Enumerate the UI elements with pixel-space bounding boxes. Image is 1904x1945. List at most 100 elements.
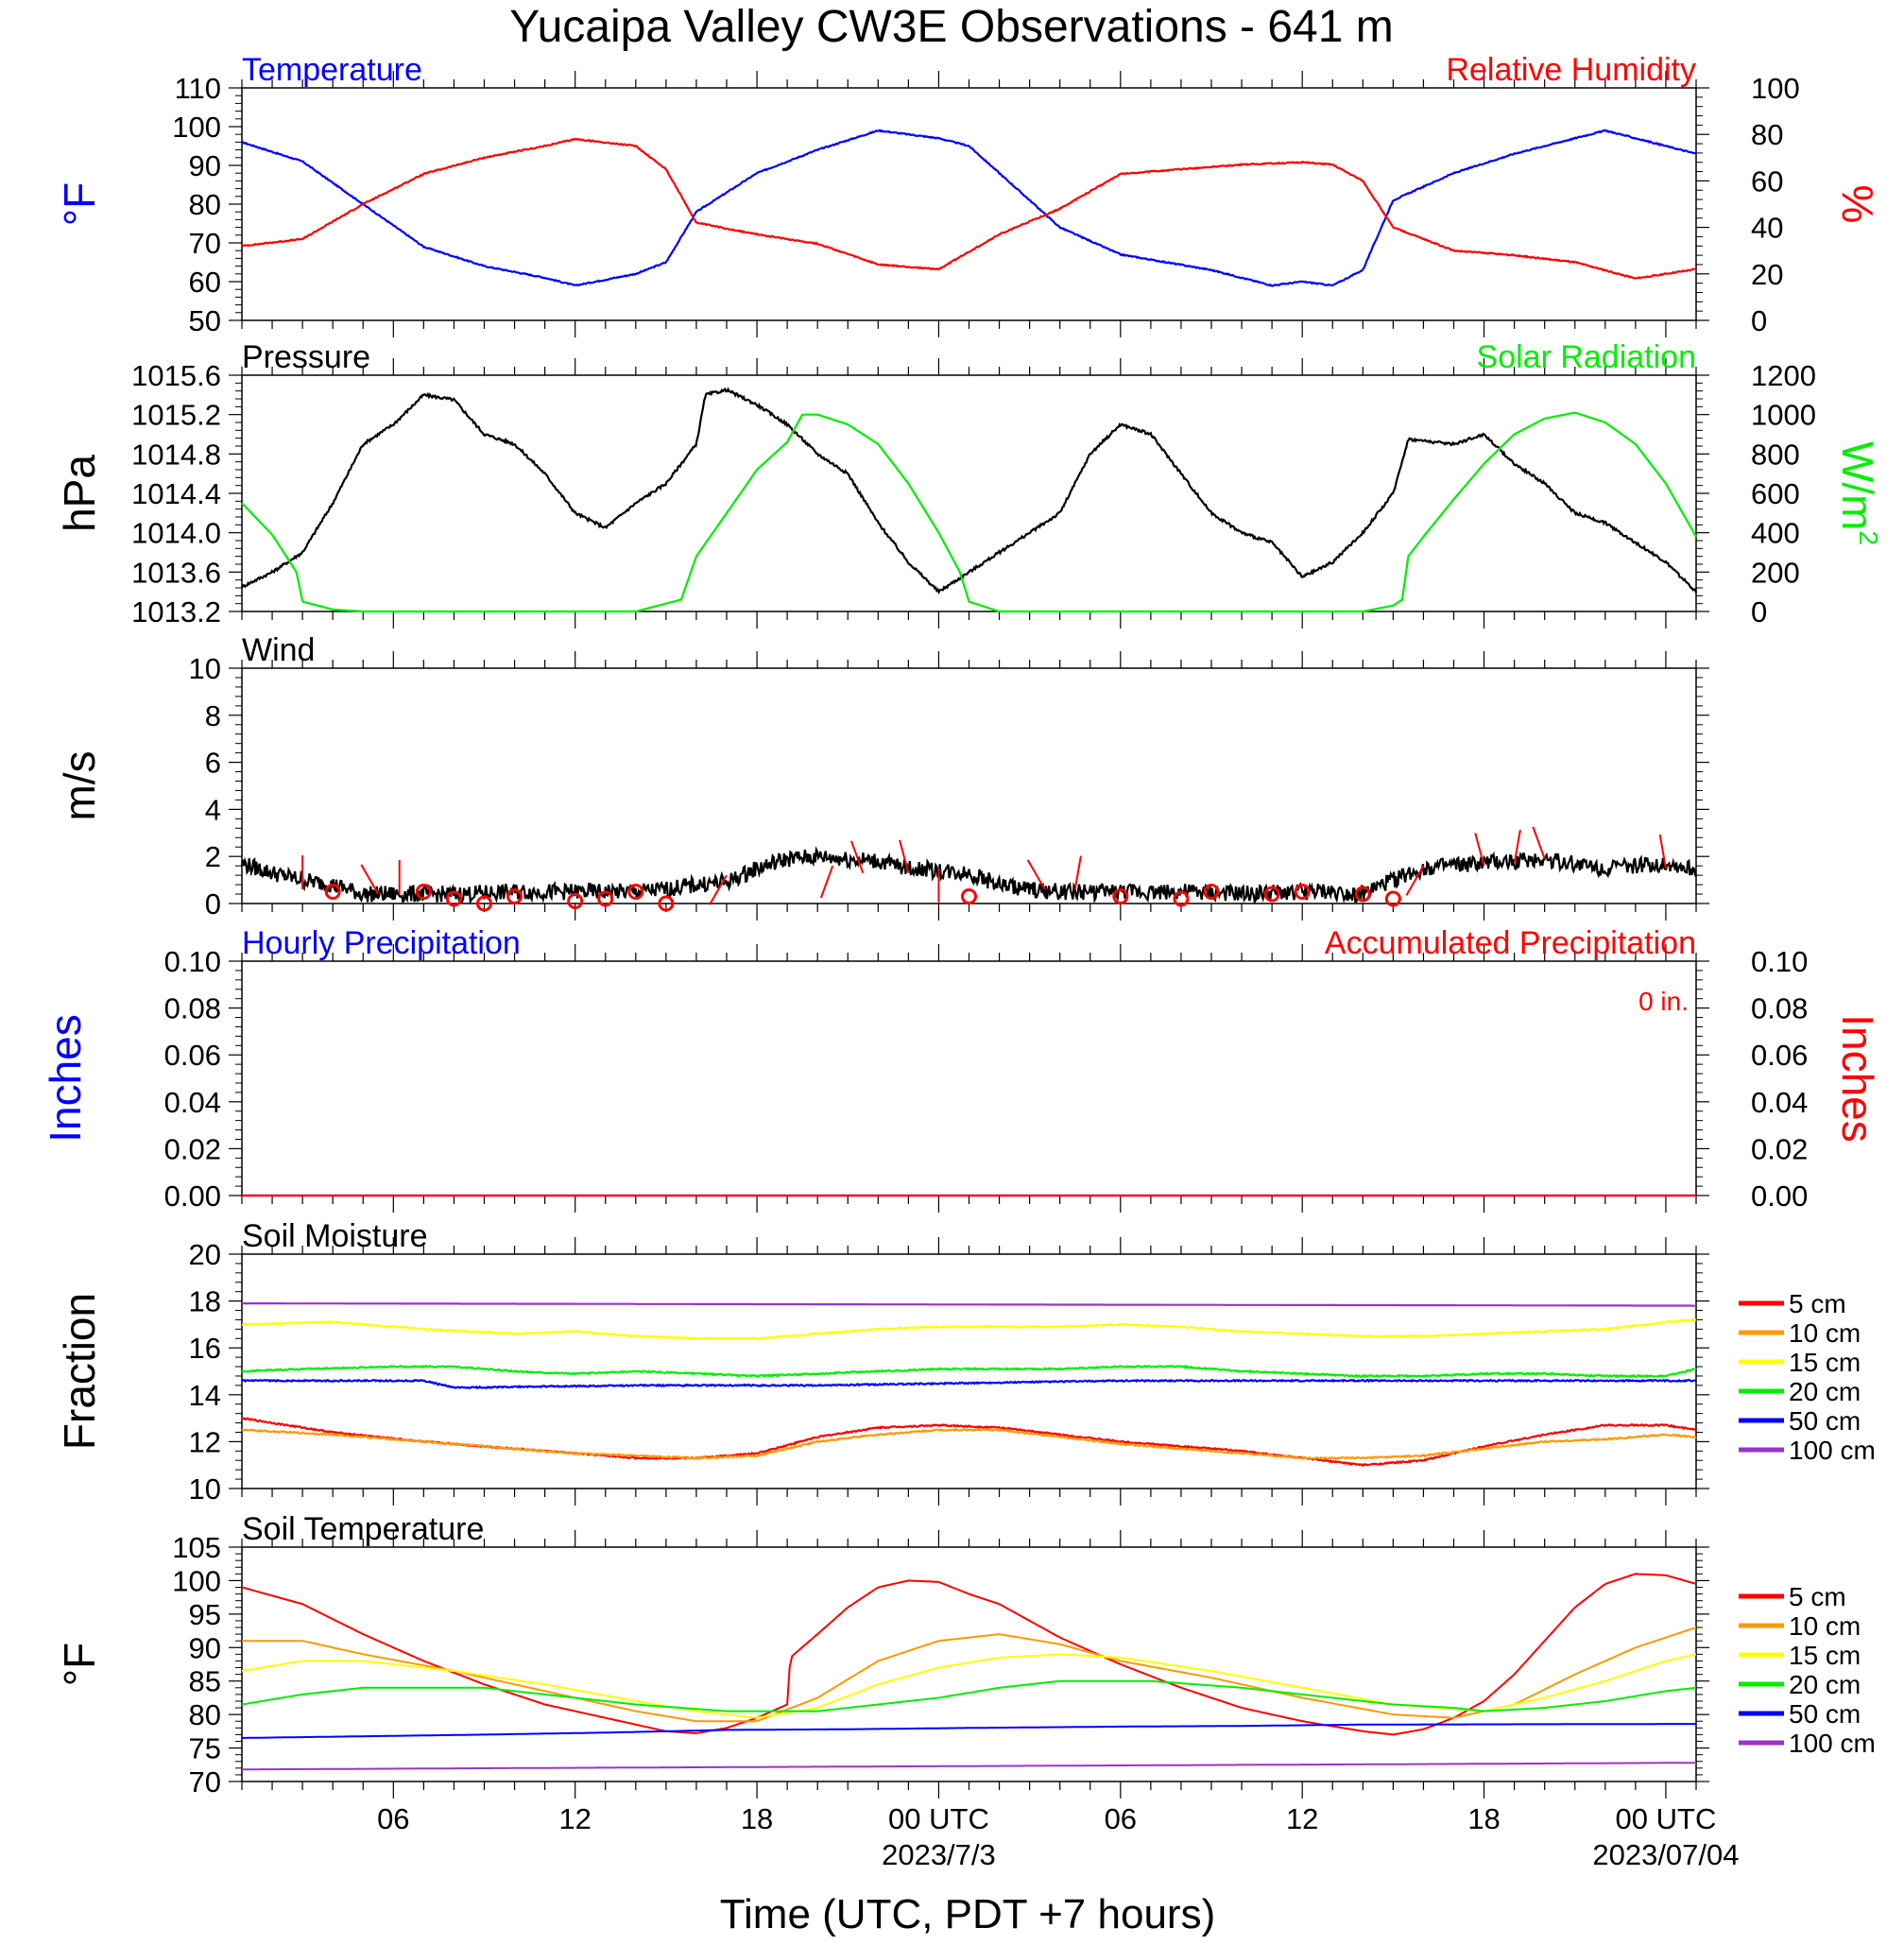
y-axis-right: 0 200 400 600 800 1000 1200 [1696,359,1816,628]
series-line-100-cm [242,1302,1696,1307]
wind-barb [1513,830,1521,864]
x-ticks [241,358,1697,628]
legend-label: 5 cm [1789,1289,1846,1318]
calm-wind-marker [415,884,432,901]
x-tick-label: 06 [1105,1802,1137,1835]
y-tick-label: 80 [189,1698,221,1731]
y-tick-label: 0 [205,887,221,921]
series-line-temperature [241,129,1697,287]
y-tick-label: 800 [1751,438,1800,471]
legend-label: 100 cm [1789,1729,1876,1758]
y-axis-left: 50 60 70 80 90 100 110 [172,72,242,337]
y-tick-label: 14 [189,1379,221,1412]
calm-wind-marker [1263,886,1280,903]
y-axis-title-left: hPa [55,455,104,532]
y-tick-label: 1000 [1751,399,1816,432]
y-tick-label: 0.10 [1751,945,1808,978]
panel-title-left: Soil Moisture [242,1218,428,1254]
y-tick-label: 90 [189,1631,221,1664]
y-axis-title-right-superscript: 2 [1854,530,1883,545]
calm-wind-marker [324,884,341,901]
y-tick-label: 1013.6 [131,556,221,589]
y-tick-label: 70 [189,227,221,260]
series-line-10-cm [242,1627,1697,1723]
wind-barb [1658,835,1667,869]
y-axis-right: 0.00 0.02 0.04 0.06 0.08 0.10 [1696,945,1808,1213]
y-tick-label: 1200 [1751,359,1816,392]
y-tick-label: 105 [172,1531,221,1564]
y-tick-label: 80 [1751,118,1783,151]
y-axis-title-right: % [1833,185,1882,224]
wind-barb [1532,826,1546,860]
panel-wind: 0 2 4 6 8 10 Wind m/s [55,632,1709,921]
series-line-15-cm [241,1653,1697,1719]
y-axis-right: 0 20 40 60 80 100 [1696,72,1800,337]
panel-title-left: Pressure [242,339,370,375]
y-tick-label: 0.02 [1751,1132,1808,1165]
y-tick-label: 90 [189,149,221,182]
series-line-15-cm [241,1317,1697,1341]
y-tick-label: 60 [189,266,221,299]
y-tick-label: 18 [189,1285,221,1318]
series-line-solar-radiation [241,411,1697,613]
series-line-pressure [240,387,1698,594]
wind-barb [1026,859,1046,890]
wind-barb [1405,865,1425,896]
y-tick-label: 8 [205,699,221,732]
y-tick-label: 0 [1751,304,1767,337]
x-ticks [241,71,1697,337]
x-tick-label: 18 [1467,1802,1500,1835]
wind-barb [899,839,910,873]
y-tick-label: 1014.8 [131,438,221,471]
calm-wind-marker [445,890,462,907]
y-tick-label: 0.04 [164,1086,221,1119]
calm-wind-marker [567,893,584,910]
y-tick-label: 75 [189,1732,221,1765]
y-axis-title-left: m/s [55,750,104,820]
calm-wind-marker [1354,886,1371,903]
y-tick-label: 1015.2 [131,399,221,432]
y-axis-title-left: Fraction [55,1293,104,1450]
y-tick-label: 100 [172,111,221,144]
y-axis-left: 1013.2 1013.6 1014.0 1014.4 1014.8 1015.2 1015… [131,359,242,628]
y-tick-label: 0.00 [164,1179,221,1213]
y-tick-label: 50 [189,304,221,337]
y-tick-label: 16 [189,1332,221,1365]
y-tick-label: 2 [205,840,221,873]
x-tick-label: 00 UTC [1616,1802,1717,1835]
figure-title: Yucaipa Valley CW3E Observations - 641 m [509,2,1394,52]
panel-title-left: Soil Temperature [242,1511,484,1547]
series-group [241,129,1697,287]
y-axis-title-right: Inches [1833,1014,1882,1143]
series-group [241,1573,1697,1771]
y-tick-label: 0.04 [1751,1086,1808,1119]
legend-label: 100 cm [1789,1436,1876,1465]
y-tick-label: 10 [189,1472,221,1506]
y-tick-label: 1013.2 [131,595,221,628]
x-ticks [241,944,1697,1213]
y-tick-label: 0.10 [164,945,221,978]
y-tick-label: 20 [189,1238,221,1271]
y-tick-label: 0.08 [1751,992,1808,1025]
calm-wind-marker [1112,888,1129,905]
legend-label: 5 cm [1789,1582,1846,1611]
legend-label: 15 cm [1789,1641,1861,1670]
panel-title-right: Relative Humidity [1446,52,1696,88]
x-tick-date: 2023/7/3 [882,1838,996,1871]
legend-label: 20 cm [1789,1377,1861,1406]
panel-precip: 0.00 0.02 0.04 0.06 0.08 0.10 0.00 0.02 0.04 0.06… [41,925,1882,1213]
accumulated-total-label: 0 in. [1638,987,1689,1016]
y-tick-label: 4 [205,793,221,826]
y-tick-label: 10 [189,652,221,685]
calm-wind-marker [597,890,614,907]
y-tick-label: 0.06 [164,1039,221,1072]
panel-title-left: Hourly Precipitation [242,925,521,961]
series-line-relative-humidity [241,137,1697,280]
wind-barb [1073,855,1082,890]
